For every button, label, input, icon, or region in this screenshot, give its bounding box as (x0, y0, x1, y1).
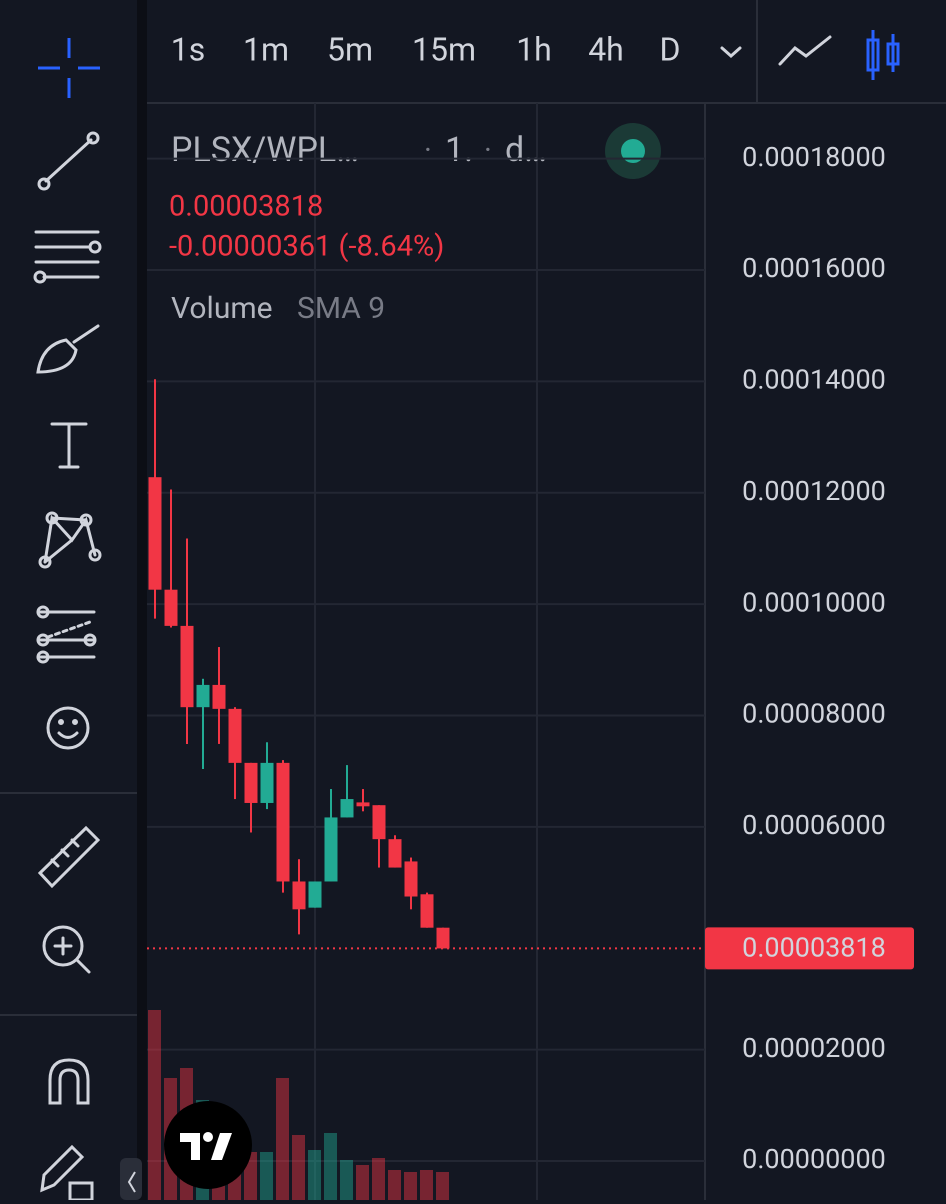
y-tick-label: 0.00016000 (742, 252, 886, 284)
interval-toolbar: 1s 1m 5m 15m 1h 4h D (171, 30, 681, 68)
interval-button[interactable]: D (660, 30, 681, 68)
dot: · (484, 133, 492, 168)
candle-body (196, 684, 210, 708)
y-tick-label: 0.00018000 (742, 141, 886, 173)
candle-body (324, 817, 338, 882)
volume-bar (148, 1010, 161, 1200)
last-price-tag (705, 927, 914, 970)
magnet-tool[interactable] (48, 1058, 90, 1105)
exchange: d… (505, 130, 547, 170)
volume-bar (340, 1160, 353, 1200)
interval-button[interactable]: 1m (243, 30, 289, 68)
candle-body (308, 881, 322, 908)
trend-line-tool[interactable] (37, 131, 100, 191)
dot: · (424, 133, 432, 168)
volume-bar (260, 1152, 273, 1200)
market-status-dot (621, 139, 645, 163)
candle-body (228, 708, 242, 763)
brush-tool[interactable] (36, 324, 100, 374)
candle-body (180, 625, 194, 708)
y-tick-label: 0.00010000 (742, 586, 886, 618)
interval-button[interactable]: 15m (412, 30, 476, 68)
text-tool[interactable] (50, 422, 88, 469)
y-tick-label: 0.00012000 (742, 475, 886, 507)
volume-bar (308, 1150, 321, 1200)
candle-body (164, 589, 178, 626)
candle-body (244, 762, 258, 803)
y-tick-label: 0.00006000 (742, 809, 886, 841)
prediction-tool[interactable] (36, 605, 97, 664)
volume-bar (292, 1135, 305, 1200)
plot: 0.00018000 0.00016000 0.00014000 0.00012000… (147, 141, 914, 1200)
interval-button[interactable]: 4h (588, 30, 624, 68)
line-chart-button[interactable] (778, 35, 832, 66)
interval-button[interactable]: 5m (327, 30, 373, 68)
dropdown-arrow[interactable] (720, 46, 742, 59)
candle-chart-button[interactable] (866, 30, 900, 80)
candle-body (292, 881, 306, 910)
candle-body (148, 477, 162, 590)
volume-bar (372, 1158, 385, 1200)
zoom-tool[interactable] (42, 925, 91, 974)
emoji-tool[interactable] (46, 706, 90, 750)
divider (137, 0, 147, 1200)
fib-tool[interactable] (33, 230, 102, 284)
candle-body (212, 684, 226, 709)
volume-bar (388, 1170, 401, 1200)
y-tick-label: 0.00000000 (742, 1143, 886, 1175)
symbol: PLSX/WPL… (171, 130, 359, 170)
volume-bar (276, 1078, 289, 1200)
interval: 1. (445, 130, 473, 170)
collapse-button[interactable] (120, 1158, 142, 1200)
y-tick-label: 0.00008000 (742, 698, 886, 730)
candle-body (276, 762, 290, 882)
candle-body (404, 861, 418, 897)
volume-bar (404, 1172, 417, 1200)
candle-body (260, 762, 274, 803)
candle-body (356, 802, 370, 807)
volume-bar (356, 1165, 369, 1200)
candle-body (436, 927, 450, 949)
interval-button[interactable]: 1h (516, 30, 552, 68)
volume-bar (324, 1133, 337, 1200)
candle-body (388, 839, 402, 868)
interval-button[interactable]: 1s (171, 30, 206, 68)
last-price: 0.00003818 (169, 190, 323, 224)
y-tick-label: 0.00002000 (742, 1032, 886, 1064)
price-change: -0.00000361 (-8.64%) (169, 230, 444, 264)
candle-body (340, 799, 354, 818)
indicator-name: Volume (171, 291, 273, 326)
indicator-params: SMA 9 (297, 291, 385, 326)
pattern-tool[interactable] (38, 511, 102, 569)
crosshair-tool[interactable] (38, 38, 100, 98)
candle-body (420, 894, 434, 928)
tradingview-logo[interactable] (164, 1101, 252, 1189)
volume-bar (436, 1172, 449, 1200)
last-price-tag-label: 0.00003818 (742, 932, 886, 964)
volume-bar (420, 1170, 433, 1200)
candle-body (372, 805, 386, 840)
ruler-tool[interactable] (37, 825, 101, 889)
y-tick-label: 0.00014000 (742, 364, 886, 396)
